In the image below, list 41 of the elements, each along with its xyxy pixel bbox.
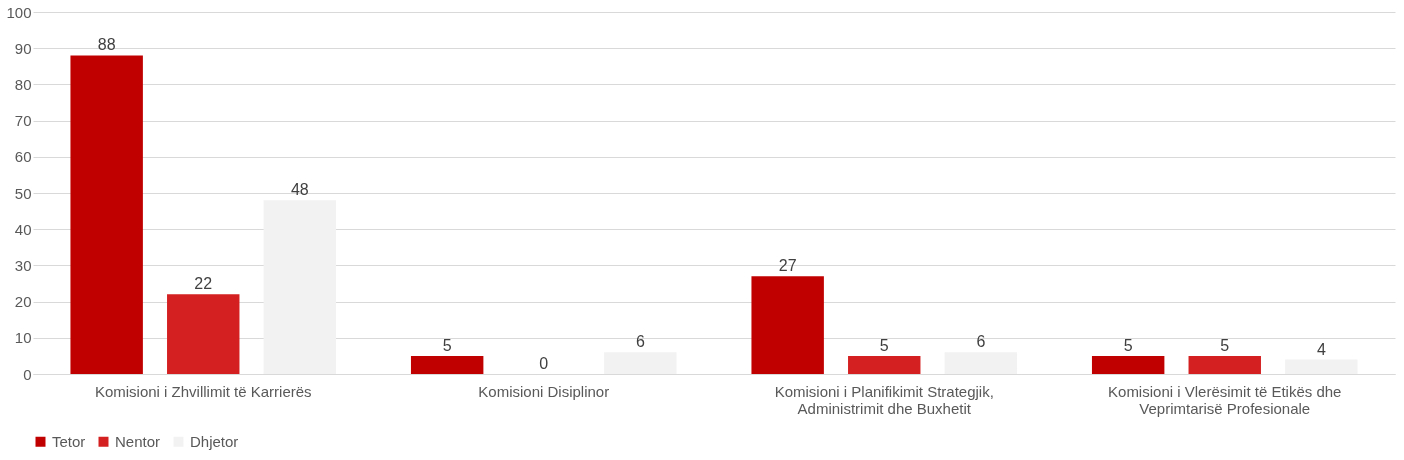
y-tick-label: 90 — [14, 39, 32, 57]
data-label: 5 — [442, 336, 452, 354]
data-label: 6 — [635, 333, 645, 351]
y-tick-label: 20 — [14, 293, 32, 311]
bar — [410, 355, 484, 374]
bar — [263, 200, 337, 374]
x-tick-label: Komisioni Disiplinor — [478, 382, 610, 400]
bar — [1091, 355, 1165, 374]
data-label: 5 — [1123, 336, 1133, 354]
bar — [944, 352, 1018, 374]
data-label: 22 — [194, 275, 213, 293]
y-tick-label: 70 — [14, 112, 32, 130]
data-label: 6 — [976, 333, 986, 351]
data-label: 88 — [97, 36, 116, 54]
y-tick-label: 10 — [14, 329, 32, 347]
y-tick-label: 30 — [14, 256, 32, 274]
bar — [70, 55, 143, 374]
bar — [848, 355, 921, 374]
data-label: 4 — [1316, 340, 1326, 358]
legend-label: Dhjetor — [190, 432, 239, 450]
bar — [1285, 359, 1358, 374]
data-label: 5 — [1220, 336, 1230, 354]
x-tick-label: Komisioni i Vlerësimit të Etikës dhe Veprimtarisë Profesionale — [1108, 382, 1342, 417]
y-tick-label: 0 — [23, 365, 32, 383]
legend-label: Tetor — [52, 432, 86, 450]
x-tick-label: Komisioni i Planifikimit Strategjik, Administrimit dhe Buxhetit — [774, 382, 994, 417]
y-tick-label: 60 — [14, 148, 32, 166]
bar — [1188, 355, 1261, 374]
x-tick-label: Komisioni i Zhvillimit të Karrierës — [94, 382, 312, 400]
bar — [167, 294, 240, 374]
bar — [751, 276, 824, 374]
bar — [604, 352, 677, 374]
legend-label: Nentor — [115, 432, 161, 450]
y-tick-label: 80 — [14, 75, 32, 93]
data-label: 5 — [879, 336, 889, 354]
y-tick-label: 40 — [14, 220, 32, 238]
y-tick-label: 50 — [14, 184, 32, 202]
data-label: 48 — [290, 181, 309, 199]
data-label: 27 — [778, 257, 797, 275]
data-label: 0 — [539, 355, 549, 372]
y-tick-label: 100 — [6, 3, 32, 21]
